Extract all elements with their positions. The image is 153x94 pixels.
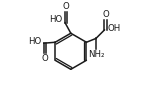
Text: HO: HO (49, 15, 63, 24)
Text: HO: HO (28, 37, 41, 46)
Text: O: O (102, 10, 109, 19)
Text: NH₂: NH₂ (88, 50, 104, 59)
Text: OH: OH (108, 24, 121, 33)
Text: O: O (42, 54, 48, 63)
Text: O: O (63, 2, 70, 11)
